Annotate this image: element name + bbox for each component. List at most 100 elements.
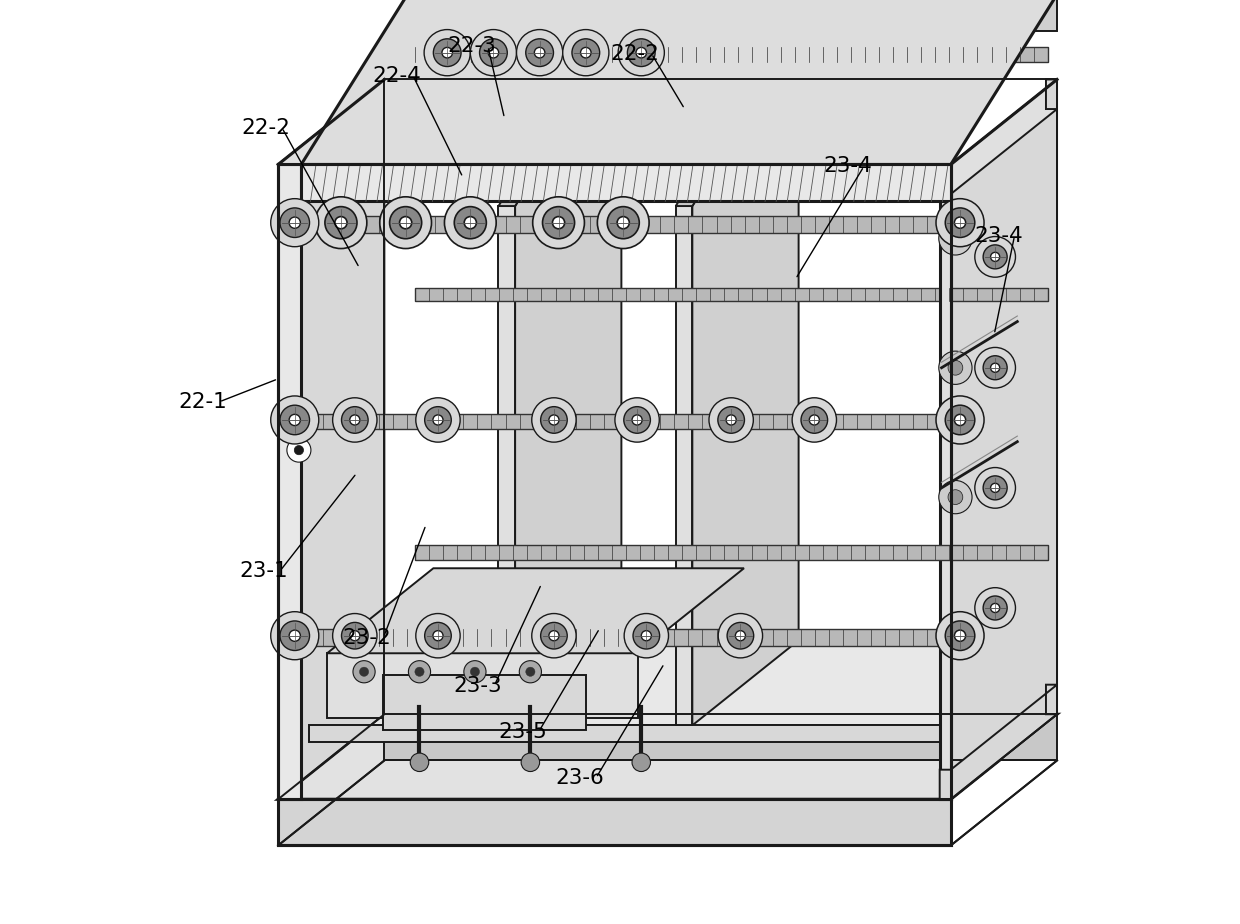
Circle shape (939, 222, 972, 255)
Circle shape (975, 588, 1016, 628)
Circle shape (289, 414, 300, 426)
Text: 23-3: 23-3 (454, 675, 502, 696)
Circle shape (541, 623, 567, 649)
Circle shape (945, 405, 975, 435)
Circle shape (983, 476, 1007, 500)
Circle shape (541, 407, 567, 433)
Polygon shape (408, 0, 1056, 31)
Text: 22-2: 22-2 (611, 43, 660, 64)
Circle shape (624, 614, 668, 658)
Polygon shape (676, 36, 799, 206)
Text: 22-2: 22-2 (241, 117, 290, 138)
Polygon shape (415, 47, 1048, 62)
Circle shape (939, 480, 972, 514)
Circle shape (286, 438, 311, 462)
Circle shape (353, 661, 376, 683)
Circle shape (727, 415, 737, 425)
Circle shape (270, 199, 319, 247)
Text: 23-2: 23-2 (342, 627, 392, 648)
Circle shape (991, 483, 999, 492)
Circle shape (641, 631, 651, 640)
Polygon shape (676, 206, 692, 725)
Circle shape (408, 661, 430, 683)
Circle shape (955, 630, 966, 641)
Circle shape (936, 612, 985, 660)
Text: 23-4: 23-4 (823, 156, 872, 176)
Circle shape (549, 415, 559, 425)
Text: 23-5: 23-5 (498, 722, 547, 742)
Circle shape (792, 397, 837, 443)
Polygon shape (940, 685, 1056, 799)
Polygon shape (415, 545, 1048, 560)
Circle shape (936, 199, 985, 247)
Circle shape (280, 621, 310, 650)
Circle shape (636, 47, 646, 58)
Polygon shape (384, 714, 1056, 760)
Circle shape (332, 397, 377, 443)
Polygon shape (498, 206, 515, 725)
Circle shape (444, 197, 496, 249)
Circle shape (553, 216, 564, 229)
Circle shape (470, 667, 480, 676)
Circle shape (294, 445, 304, 455)
Circle shape (608, 207, 640, 238)
Circle shape (350, 415, 360, 425)
Polygon shape (498, 36, 621, 206)
Circle shape (410, 753, 429, 772)
Circle shape (991, 363, 999, 372)
Polygon shape (515, 36, 621, 725)
Circle shape (945, 621, 975, 650)
Polygon shape (309, 216, 941, 233)
Polygon shape (415, 288, 1048, 301)
Circle shape (955, 217, 966, 228)
Circle shape (634, 623, 660, 649)
Polygon shape (692, 36, 799, 725)
Circle shape (280, 405, 310, 435)
Polygon shape (327, 568, 744, 653)
Circle shape (489, 47, 498, 58)
Circle shape (983, 596, 1007, 620)
Polygon shape (309, 414, 941, 429)
Circle shape (718, 614, 763, 658)
Circle shape (332, 614, 377, 658)
Text: 23-4: 23-4 (973, 225, 1023, 246)
Circle shape (532, 614, 577, 658)
Circle shape (991, 252, 999, 261)
Circle shape (470, 30, 517, 76)
Circle shape (534, 47, 544, 58)
Circle shape (289, 630, 300, 641)
Circle shape (532, 397, 577, 443)
Circle shape (341, 623, 368, 649)
Circle shape (441, 47, 453, 58)
Circle shape (433, 631, 443, 640)
Circle shape (335, 216, 347, 229)
Circle shape (424, 407, 451, 433)
Circle shape (464, 661, 486, 683)
Circle shape (270, 612, 319, 660)
Text: 23-6: 23-6 (556, 768, 604, 788)
Polygon shape (278, 164, 301, 799)
Circle shape (360, 667, 368, 676)
Circle shape (379, 197, 432, 249)
Circle shape (480, 39, 507, 67)
Circle shape (433, 39, 461, 67)
Circle shape (945, 208, 975, 237)
Polygon shape (309, 640, 1048, 725)
Circle shape (624, 407, 651, 433)
Circle shape (415, 614, 460, 658)
Circle shape (632, 415, 642, 425)
Circle shape (983, 356, 1007, 380)
Polygon shape (301, 164, 951, 201)
Polygon shape (301, 0, 1056, 164)
Circle shape (341, 407, 368, 433)
Polygon shape (951, 79, 1056, 799)
Circle shape (389, 207, 422, 238)
Polygon shape (309, 629, 941, 646)
Circle shape (627, 39, 655, 67)
Circle shape (949, 360, 962, 375)
Circle shape (735, 631, 745, 640)
Circle shape (991, 603, 999, 613)
Polygon shape (278, 799, 951, 845)
Circle shape (526, 667, 534, 676)
Text: 22-4: 22-4 (372, 66, 422, 86)
